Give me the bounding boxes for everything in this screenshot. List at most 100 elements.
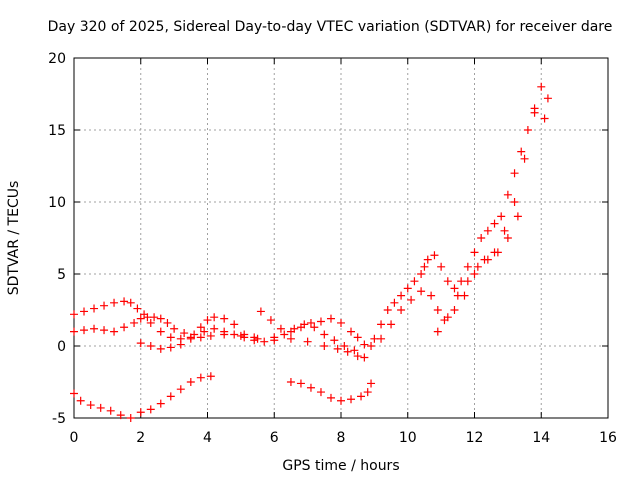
data-point [120, 297, 129, 306]
data-point [326, 393, 335, 402]
data-point [70, 327, 78, 336]
data-point [200, 327, 209, 336]
data-point [493, 248, 502, 257]
data-point [367, 379, 376, 388]
data-point [150, 313, 159, 322]
y-tick-label: -5 [52, 411, 66, 427]
data-point [186, 378, 195, 386]
data-point [210, 324, 219, 333]
data-point [517, 147, 526, 156]
x-tick-label: 10 [399, 430, 417, 446]
data-point [403, 284, 412, 293]
data-point [286, 334, 295, 343]
data-point [387, 320, 396, 329]
data-point [316, 388, 325, 397]
data-point [136, 408, 145, 417]
data-point [286, 378, 295, 386]
data-point [196, 333, 205, 342]
x-tick-label: 12 [466, 430, 484, 446]
x-tick-label: 6 [270, 430, 279, 446]
data-point [353, 333, 362, 342]
data-point [383, 306, 392, 314]
data-point [110, 327, 119, 336]
data-point [450, 306, 459, 314]
data-point [397, 306, 406, 314]
data-point [80, 326, 89, 335]
data-point [126, 298, 135, 307]
data-point [126, 414, 135, 422]
data-point [320, 330, 329, 339]
data-point [206, 331, 215, 340]
data-point [377, 320, 386, 329]
data-point [433, 306, 442, 314]
x-tick-label: 14 [532, 430, 550, 446]
data-point [443, 313, 452, 322]
data-point [360, 340, 369, 349]
data-points [70, 82, 552, 422]
data-point [363, 388, 372, 397]
data-point [350, 346, 359, 355]
data-point [333, 344, 342, 353]
data-point [460, 291, 469, 300]
data-point [236, 331, 245, 340]
data-point [477, 234, 486, 242]
data-point [337, 318, 345, 327]
data-point [470, 270, 479, 278]
data-point [483, 255, 492, 264]
x-axis-label: GPS time / hours [282, 458, 399, 474]
grid [74, 58, 608, 418]
data-point [90, 324, 99, 333]
data-point [490, 219, 499, 228]
data-point [146, 405, 155, 414]
data-point [166, 392, 175, 401]
data-point [146, 342, 155, 350]
data-point [410, 277, 419, 286]
y-tick-label: 0 [57, 339, 66, 355]
data-point [100, 301, 109, 310]
data-point [303, 337, 312, 346]
data-point [347, 327, 356, 336]
data-point [510, 169, 519, 178]
data-point [203, 316, 212, 325]
data-point [220, 327, 229, 336]
data-point [523, 126, 532, 134]
data-point [357, 392, 366, 401]
data-point [500, 226, 509, 235]
data-point [196, 323, 205, 332]
data-point [220, 314, 229, 323]
data-point [250, 336, 259, 345]
data-point [316, 317, 325, 326]
data-point [470, 248, 479, 257]
y-axis-label: SDTVAR / TECUs [6, 181, 22, 296]
data-point [330, 336, 339, 345]
data-point [417, 287, 426, 296]
data-point [463, 262, 472, 271]
data-point [430, 251, 439, 260]
data-point [306, 383, 315, 392]
y-tick-label: 10 [48, 195, 66, 211]
data-point [116, 411, 125, 420]
data-point [156, 314, 165, 323]
data-point [337, 396, 345, 405]
data-point [483, 226, 492, 235]
data-point [76, 396, 85, 405]
data-point [520, 154, 529, 163]
data-point [176, 385, 185, 394]
y-tick-label: 5 [57, 267, 66, 283]
data-point [156, 344, 165, 353]
data-point [80, 307, 89, 316]
data-point [310, 323, 319, 332]
data-point [70, 389, 78, 398]
x-tick-label: 16 [599, 430, 617, 446]
data-point [296, 379, 305, 388]
data-point [503, 190, 512, 199]
data-point [186, 333, 195, 342]
data-point [100, 326, 109, 335]
x-tick-label: 4 [203, 430, 212, 446]
data-point [473, 262, 482, 271]
data-point [320, 342, 329, 350]
data-point [210, 313, 219, 322]
data-point [253, 334, 262, 343]
